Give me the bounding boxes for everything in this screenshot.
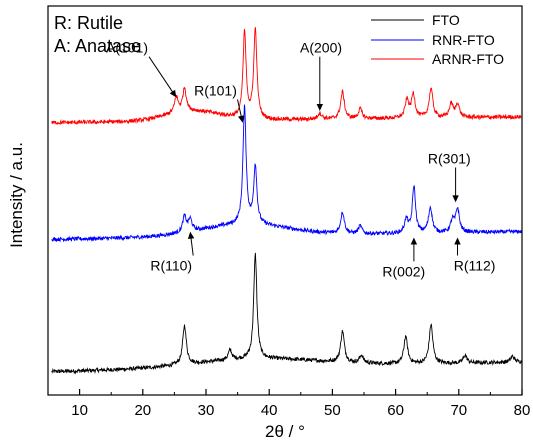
peak-label: R(002) (382, 263, 425, 279)
peak-arrow-head (169, 89, 177, 98)
x-tick-label: 70 (450, 402, 467, 419)
legend-label-rnr-fto: RNR-FTO (432, 32, 495, 48)
peak-annotations: A(101) A(200) R(101) R(301) R(110) R(002) R(11… (106, 40, 495, 280)
peak-arrow-head (316, 104, 323, 111)
series-line-rnr-fto (51, 104, 522, 243)
x-tick-label: 60 (387, 402, 404, 419)
peak-label: R(301) (428, 151, 471, 167)
peak-arrow-head (187, 231, 195, 239)
peak-arrow (237, 99, 243, 118)
x-axis-ticks: 10 20 30 40 50 60 70 80 (71, 389, 530, 419)
x-axis-label: 2θ / ° (265, 422, 305, 441)
x-tick-label: 80 (514, 402, 531, 419)
series-layer (51, 27, 522, 375)
legend-label-arnr-fto: ARNR-FTO (432, 51, 504, 67)
peak-arrow (190, 236, 194, 256)
x-tick-label: 30 (198, 402, 215, 419)
series-line-arnr-fto (51, 27, 522, 126)
peak-arrow-head (410, 237, 418, 245)
y-axis-label: Intensity / a.u. (7, 142, 26, 248)
peak-label: R(101) (194, 82, 237, 98)
x-tick-label: 50 (324, 402, 341, 419)
x-tick-label: 20 (134, 402, 151, 419)
peak-label: A(200) (300, 40, 342, 56)
peak-arrow-head (454, 237, 461, 245)
legend-label-fto: FTO (432, 12, 460, 28)
phase-key-anatase: A: Anatase (54, 36, 141, 56)
peak-arrow-head (238, 115, 245, 123)
legend: FTO RNR-FTO ARNR-FTO (371, 12, 504, 67)
phase-key: R: Rutile A: Anatase (54, 13, 141, 56)
phase-key-rutile: R: Rutile (54, 13, 123, 33)
x-tick-label: 10 (71, 402, 88, 419)
peak-arrow (148, 56, 174, 94)
plot-frame (47, 5, 523, 396)
x-tick-label: 40 (261, 402, 278, 419)
series-line-fto (51, 252, 522, 375)
peak-label: A(101) (106, 40, 148, 56)
peak-arrow-head (452, 195, 459, 203)
peak-label: R(110) (150, 258, 192, 274)
peak-label: R(112) (454, 258, 496, 274)
